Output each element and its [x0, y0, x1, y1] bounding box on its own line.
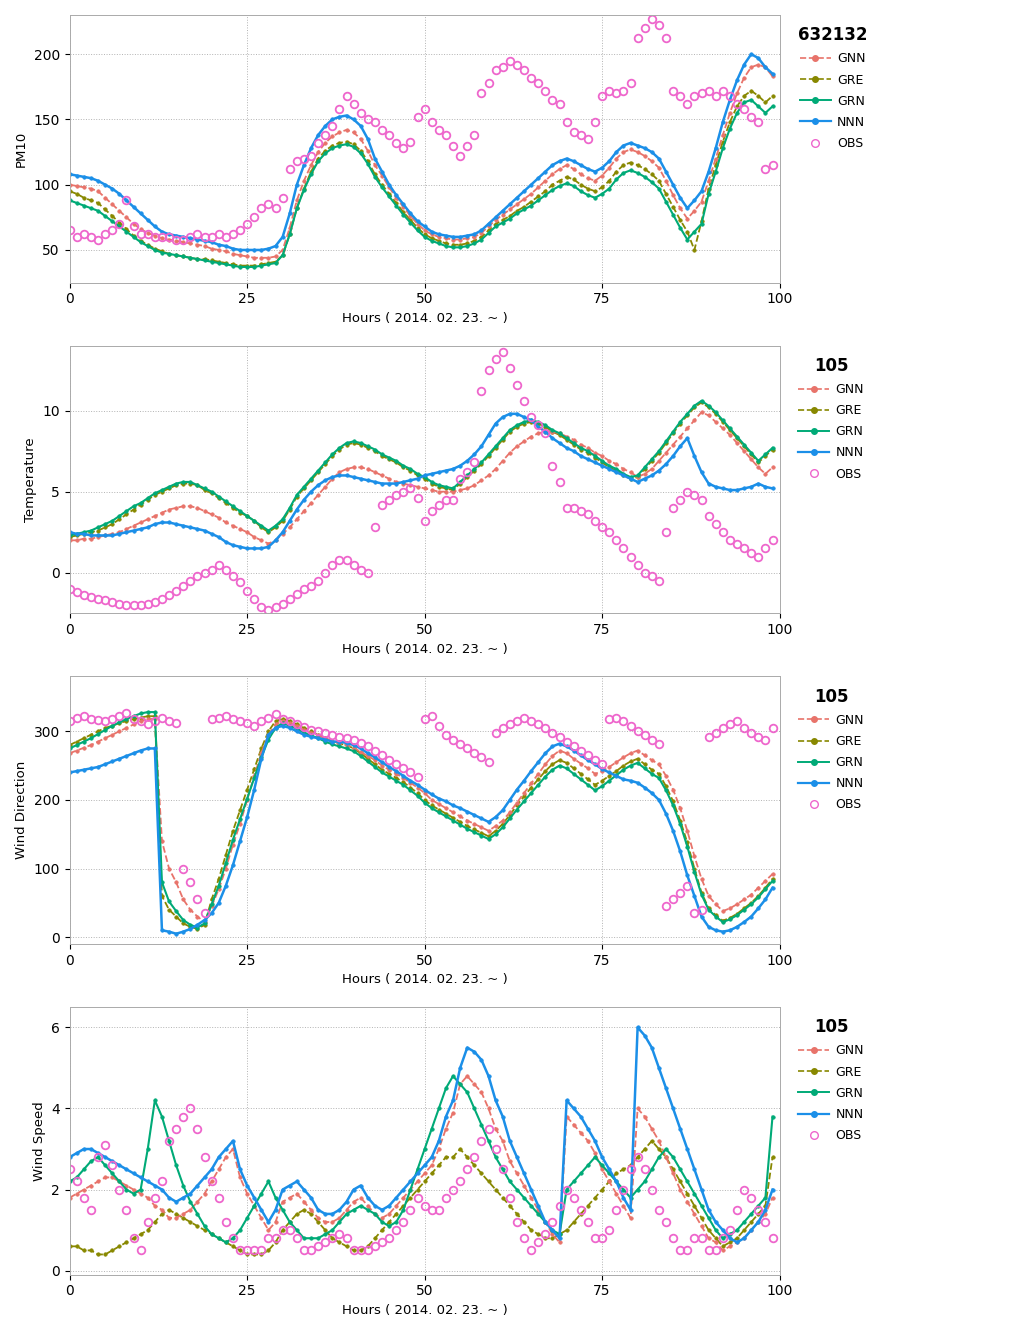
X-axis label: Hours ( 2014. 02. 23. ~ ): Hours ( 2014. 02. 23. ~ ): [342, 1304, 507, 1317]
Legend: GNN, GRE, GRN, NNN, OBS: GNN, GRE, GRN, NNN, OBS: [793, 21, 873, 155]
Legend: GNN, GRE, GRN, NNN, OBS: GNN, GRE, GRN, NNN, OBS: [793, 1014, 869, 1147]
Y-axis label: Wind Speed: Wind Speed: [33, 1102, 46, 1180]
X-axis label: Hours ( 2014. 02. 23. ~ ): Hours ( 2014. 02. 23. ~ ): [342, 642, 507, 655]
Legend: GNN, GRE, GRN, NNN, OBS: GNN, GRE, GRN, NNN, OBS: [793, 352, 869, 486]
X-axis label: Hours ( 2014. 02. 23. ~ ): Hours ( 2014. 02. 23. ~ ): [342, 312, 507, 325]
Y-axis label: Wind Direction: Wind Direction: [15, 761, 28, 859]
Legend: GNN, GRE, GRN, NNN, OBS: GNN, GRE, GRN, NNN, OBS: [793, 683, 869, 817]
Y-axis label: PM10: PM10: [15, 131, 28, 166]
X-axis label: Hours ( 2014. 02. 23. ~ ): Hours ( 2014. 02. 23. ~ ): [342, 974, 507, 986]
Y-axis label: Temperature: Temperature: [23, 437, 37, 522]
